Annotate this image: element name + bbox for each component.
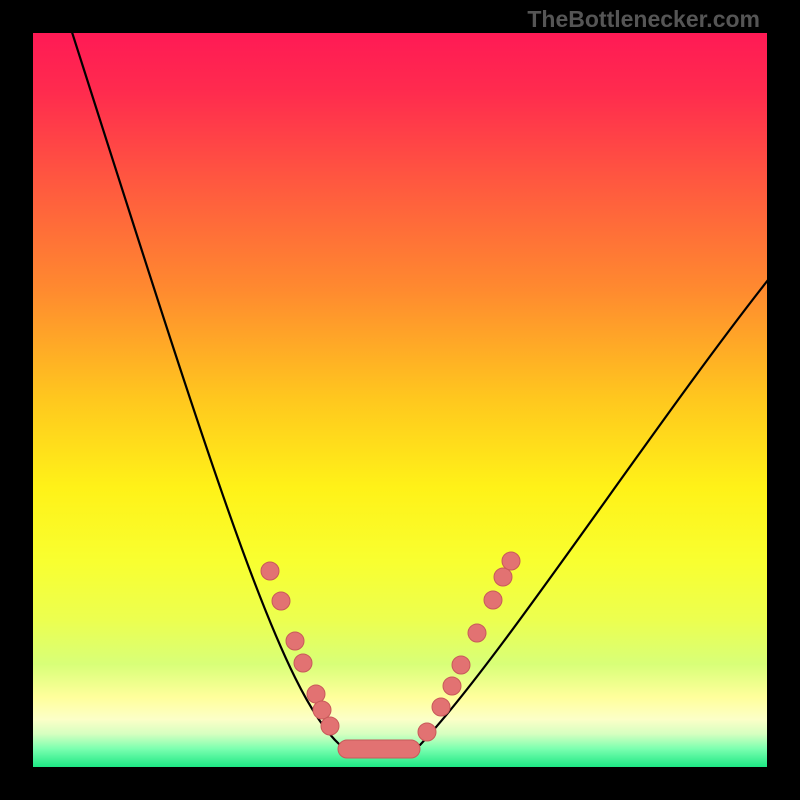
marker-dot (313, 701, 331, 719)
marker-dot (261, 562, 279, 580)
marker-dot (432, 698, 450, 716)
plot-area (33, 33, 767, 767)
marker-dot (272, 592, 290, 610)
marker-dot (321, 717, 339, 735)
flat-bottom-marker (338, 740, 420, 758)
marker-dot (307, 685, 325, 703)
marker-dot (484, 591, 502, 609)
marker-dot (452, 656, 470, 674)
marker-dot (502, 552, 520, 570)
marker-dot (286, 632, 304, 650)
marker-dot (443, 677, 461, 695)
bottleneck-chart (0, 0, 800, 800)
marker-dot (294, 654, 312, 672)
marker-dot (418, 723, 436, 741)
marker-dot (494, 568, 512, 586)
marker-dot (468, 624, 486, 642)
